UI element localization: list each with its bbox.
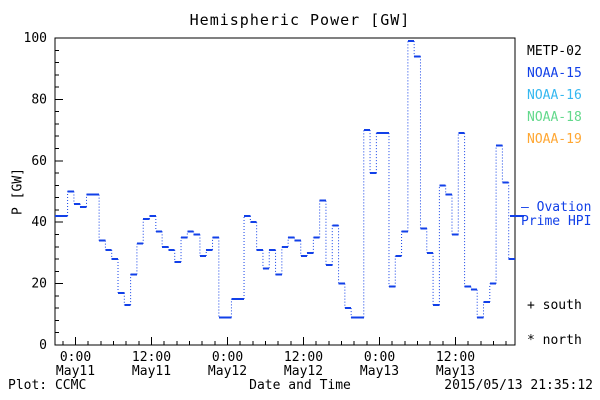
x-tick-date: May13 (360, 364, 399, 379)
x-tick-time: 0:00 (60, 350, 91, 365)
legend-item-metp-02: METP-02 (527, 44, 582, 59)
legend: METP-02 NOAA-15 NOAA-16 NOAA-18 NOAA-19 (527, 41, 582, 151)
y-tick-label: 20 (31, 277, 47, 292)
x-tick-date: May11 (132, 364, 171, 379)
x-tick-time: 12:00 (132, 350, 171, 365)
x-tick-date: May13 (436, 364, 475, 379)
x-tick-date: May12 (284, 364, 323, 379)
page-title: Hemispheric Power [GW] (189, 11, 411, 29)
y-tick-label: 0 (39, 338, 47, 353)
plot-credit: Plot: CCMC (8, 378, 87, 393)
x-tick-time: 0:00 (212, 350, 243, 365)
x-axis-title: Date and Time (249, 378, 351, 393)
timestamp: 2015/05/13 21:35:12 (444, 378, 593, 393)
north-marker-label: * north (527, 333, 582, 348)
y-axis-title: P [GW] (10, 168, 26, 215)
south-marker-label: + south (527, 298, 582, 313)
legend-item-noaa-16: NOAA-16 (527, 88, 582, 103)
plot-frame (54, 37, 516, 346)
y-tick-label: 100 (24, 31, 47, 46)
ovation-prime-hpi-label: — Ovation Prime HPI (521, 201, 591, 229)
ovation-label-line1: — Ovation (521, 200, 592, 215)
y-axis-ticks: 0 20 40 60 80 100 (24, 31, 63, 353)
x-tick-time: 0:00 (364, 350, 395, 365)
y-tick-label: 80 (31, 92, 47, 107)
x-tick-time: 12:00 (436, 350, 475, 365)
y-tick-label: 40 (31, 215, 47, 230)
legend-item-noaa-19: NOAA-19 (527, 132, 582, 147)
ovation-label-line2: Prime HPI (521, 214, 592, 229)
x-tick-date: May11 (56, 364, 95, 379)
y-tick-label: 60 (31, 154, 47, 169)
legend-item-noaa-18: NOAA-18 (527, 110, 582, 125)
x-tick-date: May12 (208, 364, 247, 379)
x-tick-time: 12:00 (284, 350, 323, 365)
x-axis-ticks: 0:00May1112:00May110:00May1212:00May120:… (56, 337, 507, 379)
hpi-step-line (55, 40, 515, 319)
legend-item-noaa-15: NOAA-15 (527, 66, 582, 81)
